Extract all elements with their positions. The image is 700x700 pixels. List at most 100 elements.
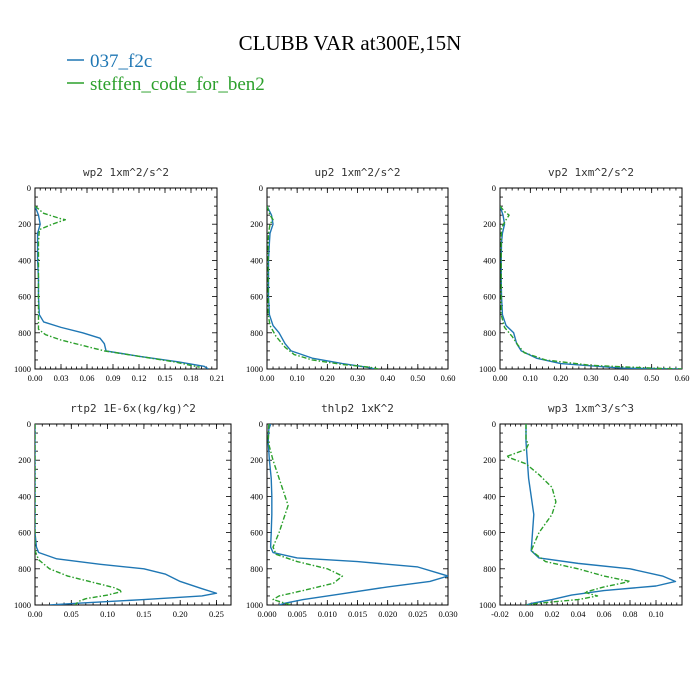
y-tick-label: 200	[18, 455, 31, 465]
series-line-037-f2c	[500, 205, 682, 369]
panel-title: up2 1xm^2/s^2	[314, 166, 400, 179]
x-tick-label: 0.05	[64, 609, 79, 619]
y-tick-label: 600	[18, 292, 31, 302]
x-tick-label: 0.00	[28, 609, 43, 619]
x-tick-label: 0.03	[54, 373, 69, 383]
x-tick-label: 0.09	[106, 373, 121, 383]
legend-label-037-f2c: 037_f2c	[90, 51, 152, 72]
x-tick-label: 0.30	[584, 373, 599, 383]
series-line-steffen	[35, 205, 200, 368]
y-tick-label: 600	[483, 528, 496, 538]
panel-title: vp2 1xm^2/s^2	[548, 166, 634, 179]
y-tick-label: 200	[250, 219, 263, 229]
x-tick-label: 0.15	[136, 609, 151, 619]
y-tick-label: 400	[250, 491, 263, 501]
panel-title: wp3 1xm^3/s^3	[548, 402, 634, 415]
y-tick-label: 1000	[14, 600, 31, 610]
y-tick-label: 400	[250, 255, 263, 265]
series-line-steffen	[267, 424, 344, 605]
x-tick-label: 0.10	[649, 609, 664, 619]
x-tick-label: 0.030	[438, 609, 457, 619]
x-tick-label: 0.60	[675, 373, 690, 383]
series-line-037-f2c	[35, 205, 209, 369]
x-tick-label: 0.06	[597, 609, 612, 619]
y-tick-label: 800	[250, 564, 263, 574]
x-tick-label: 0.10	[290, 373, 305, 383]
x-tick-label: 0.00	[493, 373, 508, 383]
x-tick-label: 0.02	[545, 609, 560, 619]
x-tick-label: 0.18	[184, 373, 199, 383]
series-line-steffen	[35, 424, 123, 605]
x-tick-label: 0.12	[132, 373, 147, 383]
x-tick-label: -0.02	[491, 609, 509, 619]
y-tick-label: 800	[18, 564, 31, 574]
x-tick-label: 0.08	[623, 609, 638, 619]
x-tick-label: 0.020	[378, 609, 397, 619]
x-tick-label: 0.005	[288, 609, 307, 619]
y-tick-label: 400	[18, 491, 31, 501]
x-tick-label: 0.025	[408, 609, 427, 619]
y-tick-label: 0	[259, 183, 263, 193]
x-tick-label: 0.15	[158, 373, 173, 383]
y-tick-label: 400	[18, 255, 31, 265]
plot-frame	[266, 423, 449, 606]
series-line-037-f2c	[35, 424, 218, 605]
y-tick-label: 200	[483, 455, 496, 465]
series-line-steffen	[505, 424, 631, 605]
panel-title: thlp2 1xK^2	[321, 402, 394, 415]
x-tick-label: 0.010	[318, 609, 337, 619]
x-tick-label: 0.00	[519, 609, 534, 619]
x-tick-label: 0.40	[380, 373, 395, 383]
y-tick-label: 400	[483, 255, 496, 265]
y-tick-label: 400	[483, 491, 496, 501]
plot-frame	[266, 187, 449, 370]
y-tick-label: 1000	[479, 364, 496, 374]
series-line-037-f2c	[267, 424, 448, 605]
x-tick-label: 0.04	[571, 609, 587, 619]
x-tick-label: 0.10	[523, 373, 538, 383]
x-tick-label: 0.00	[28, 373, 43, 383]
y-tick-label: 600	[18, 528, 31, 538]
y-tick-label: 0	[492, 183, 496, 193]
x-tick-label: 0.40	[614, 373, 629, 383]
y-tick-label: 200	[18, 219, 31, 229]
y-tick-label: 1000	[14, 364, 31, 374]
legend-label-steffen: steffen_code_for_ben2	[90, 74, 265, 95]
series-line-steffen	[500, 205, 682, 369]
y-tick-label: 1000	[246, 600, 263, 610]
series-line-steffen	[267, 205, 379, 369]
x-tick-label: 0.50	[410, 373, 425, 383]
y-tick-label: 800	[483, 564, 496, 574]
x-tick-label: 0.000	[257, 609, 276, 619]
y-tick-label: 600	[250, 528, 263, 538]
x-tick-label: 0.60	[441, 373, 456, 383]
y-tick-label: 200	[483, 219, 496, 229]
x-tick-label: 0.21	[210, 373, 225, 383]
panel-6: wp3 1xm^3/s^3 0 200 400 600 800 1000-0.02 0.00 0…	[479, 402, 683, 619]
y-tick-label: 200	[250, 455, 263, 465]
y-tick-label: 0	[27, 419, 31, 429]
x-tick-label: 0.00	[260, 373, 275, 383]
y-tick-label: 800	[483, 328, 496, 338]
x-tick-label: 0.20	[553, 373, 568, 383]
series-line-037-f2c	[267, 205, 376, 369]
y-tick-label: 600	[250, 292, 263, 302]
plot-frame	[34, 423, 232, 606]
legend: 037_f2c steffen_code_for_ben2	[67, 51, 265, 95]
y-tick-label: 600	[483, 292, 496, 302]
panel-4: rtp2 1E-6x(kg/kg)^2 0 200 400 600 800 10000.00…	[14, 402, 232, 619]
x-tick-label: 0.06	[80, 373, 95, 383]
panel-title: rtp2 1E-6x(kg/kg)^2	[70, 402, 196, 415]
plot-frame	[499, 187, 683, 370]
y-tick-label: 0	[27, 183, 31, 193]
x-tick-label: 0.30	[350, 373, 365, 383]
x-tick-label: 0.25	[209, 609, 224, 619]
x-tick-label: 0.10	[100, 609, 115, 619]
y-tick-label: 1000	[479, 600, 496, 610]
